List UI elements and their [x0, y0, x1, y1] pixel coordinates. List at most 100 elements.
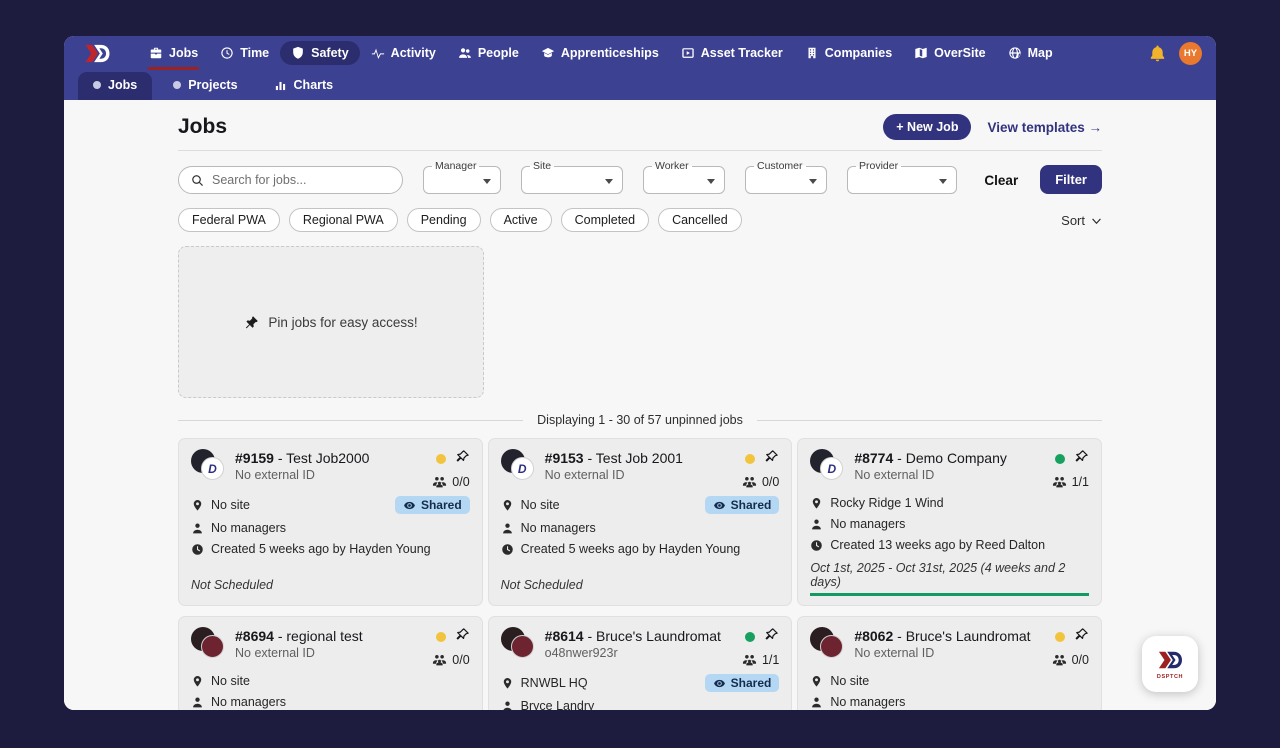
new-job-button[interactable]: + New Job [883, 114, 972, 140]
chip-cancelled[interactable]: Cancelled [658, 208, 742, 232]
schedule-text: Not Scheduled [500, 578, 583, 592]
pin-outline-icon[interactable] [1074, 449, 1089, 469]
created-label: Created 13 weeks ago by Reed Dalton [830, 538, 1046, 552]
clock-icon [811, 539, 823, 551]
site-dropdown[interactable]: Site [521, 160, 623, 194]
location-pin-icon [813, 497, 821, 509]
nav-item-map[interactable]: Map [997, 41, 1064, 65]
worker-dropdown[interactable]: Worker [643, 160, 725, 194]
dsptch-floating-button[interactable]: DSPTCH [1142, 636, 1198, 692]
nav-item-asset-tracker[interactable]: Asset Tracker [670, 41, 794, 65]
view-templates-link[interactable]: View templates → [987, 119, 1102, 135]
customer-dropdown[interactable]: Customer [745, 160, 827, 194]
site-label: RNWBL HQ [520, 676, 588, 690]
chip-federal-pwa[interactable]: Federal PWA [178, 208, 280, 232]
pin-box-label: Pin jobs for easy access! [268, 314, 418, 330]
nav-item-label: Jobs [169, 46, 199, 60]
dropdown-label: Manager [432, 160, 480, 172]
worker-count: 0/0 [432, 652, 470, 667]
avatar [810, 627, 846, 659]
avatar-front [820, 635, 844, 658]
job-card[interactable]: D #8774 - Demo Company No external ID [797, 438, 1102, 606]
job-card[interactable]: D #9153 - Test Job 2001 No external ID [487, 438, 793, 606]
nav-item-apprenticeships[interactable]: Apprenticeships [530, 41, 670, 65]
sort-label: Sort [1061, 212, 1085, 228]
managers-label: No managers [520, 521, 596, 535]
pin-outline-icon[interactable] [764, 627, 779, 647]
worker-count: 0/0 [742, 474, 779, 489]
chip-completed[interactable]: Completed [560, 208, 650, 232]
chip-active[interactable]: Active [489, 208, 552, 232]
job-card[interactable]: #8614 - Bruce's Laundromat o48nwer923r [487, 616, 793, 710]
bar-chart-icon [274, 79, 287, 92]
person-icon [812, 696, 822, 707]
nav-item-jobs[interactable]: Jobs [138, 41, 209, 70]
job-card[interactable]: D #9159 - Test Job2000 No external ID [178, 438, 483, 606]
nav-item-label: Map [1027, 46, 1053, 60]
subnav-item-projects[interactable]: Projects [158, 72, 252, 100]
job-card[interactable]: #8694 - regional test No external ID [178, 616, 483, 710]
nav-item-time[interactable]: Time [209, 41, 280, 65]
provider-dropdown[interactable]: Provider [847, 160, 957, 194]
worker-count: 1/1 [742, 652, 779, 667]
nav-item-people[interactable]: People [447, 41, 530, 65]
status-dot [745, 454, 756, 464]
nav-item-label: Safety [311, 46, 349, 60]
schedule-text: Oct 1st, 2025 - Oct 31st, 2025 (4 weeks … [810, 561, 1089, 596]
created-label: Created 5 weeks ago by Hayden Young [211, 542, 431, 556]
pin-outline-icon[interactable] [764, 449, 779, 469]
nav-item-label: Activity [390, 46, 436, 60]
shared-badge: Shared [394, 496, 470, 514]
person-icon [193, 522, 202, 533]
chip-pending[interactable]: Pending [406, 208, 481, 232]
pin-jobs-placeholder: Pin jobs for easy access! [178, 246, 484, 398]
results-summary: Displaying 1 - 30 of 57 unpinned jobs [537, 413, 743, 427]
chevron-down-icon [707, 179, 715, 184]
dsptch-logo-icon[interactable] [80, 41, 114, 66]
schedule-text: Not Scheduled [191, 578, 274, 592]
subnav-item-jobs[interactable]: Jobs [78, 72, 153, 100]
chip-regional-pwa[interactable]: Regional PWA [288, 208, 398, 232]
subnav-item-label: Charts [293, 78, 334, 92]
job-cards-grid: D #9159 - Test Job2000 No external ID [178, 438, 1102, 710]
job-name: - regional test [277, 628, 363, 644]
nav-item-companies[interactable]: Companies [794, 41, 903, 65]
external-id: o48nwer923r [544, 646, 618, 660]
pin-outline-icon[interactable] [455, 449, 470, 469]
manager-dropdown[interactable]: Manager [423, 160, 501, 194]
clear-button[interactable]: Clear [982, 167, 1020, 194]
dsptch-logo-icon [1158, 651, 1182, 669]
clock-icon [501, 543, 513, 555]
worker-count-value: 0/0 [761, 474, 780, 489]
pin-outline-icon[interactable] [455, 627, 470, 647]
search-input[interactable] [212, 173, 390, 187]
bell-icon[interactable] [1148, 44, 1167, 63]
avatar-front: D [201, 457, 224, 480]
shared-label: Shared [730, 676, 772, 690]
worker-count: 1/1 [1052, 474, 1089, 489]
divider [178, 150, 1102, 151]
nav-item-label: Time [240, 46, 270, 60]
pin-outline-icon[interactable] [1074, 627, 1089, 647]
search-box[interactable] [178, 166, 403, 194]
dropdown-label: Worker [652, 160, 692, 172]
external-id: No external ID [854, 468, 935, 482]
filter-button[interactable]: Filter [1040, 165, 1102, 194]
nav-item-safety[interactable]: Safety [280, 41, 360, 65]
subnav-item-charts[interactable]: Charts [259, 72, 349, 100]
person-icon [812, 518, 822, 529]
briefcase-icon [149, 46, 163, 60]
main-content: Jobs + New Job View templates → Manager [64, 100, 1216, 710]
site-label: Rocky Ridge 1 Wind [830, 496, 944, 510]
sort-button[interactable]: Sort [1061, 213, 1102, 228]
worker-count-value: 0/0 [1071, 652, 1089, 667]
nav-item-activity[interactable]: Activity [360, 41, 447, 65]
asset-box-icon [681, 46, 695, 60]
nav-item-oversite[interactable]: OverSite [903, 41, 996, 65]
managers-label: No managers [830, 695, 906, 709]
worker-count-value: 0/0 [452, 474, 470, 489]
nav-item-label: OverSite [934, 46, 986, 60]
job-card[interactable]: #8062 - Bruce's Laundromat No external I… [797, 616, 1102, 710]
user-avatar[interactable]: HY [1179, 41, 1202, 65]
clock-icon [220, 46, 234, 60]
